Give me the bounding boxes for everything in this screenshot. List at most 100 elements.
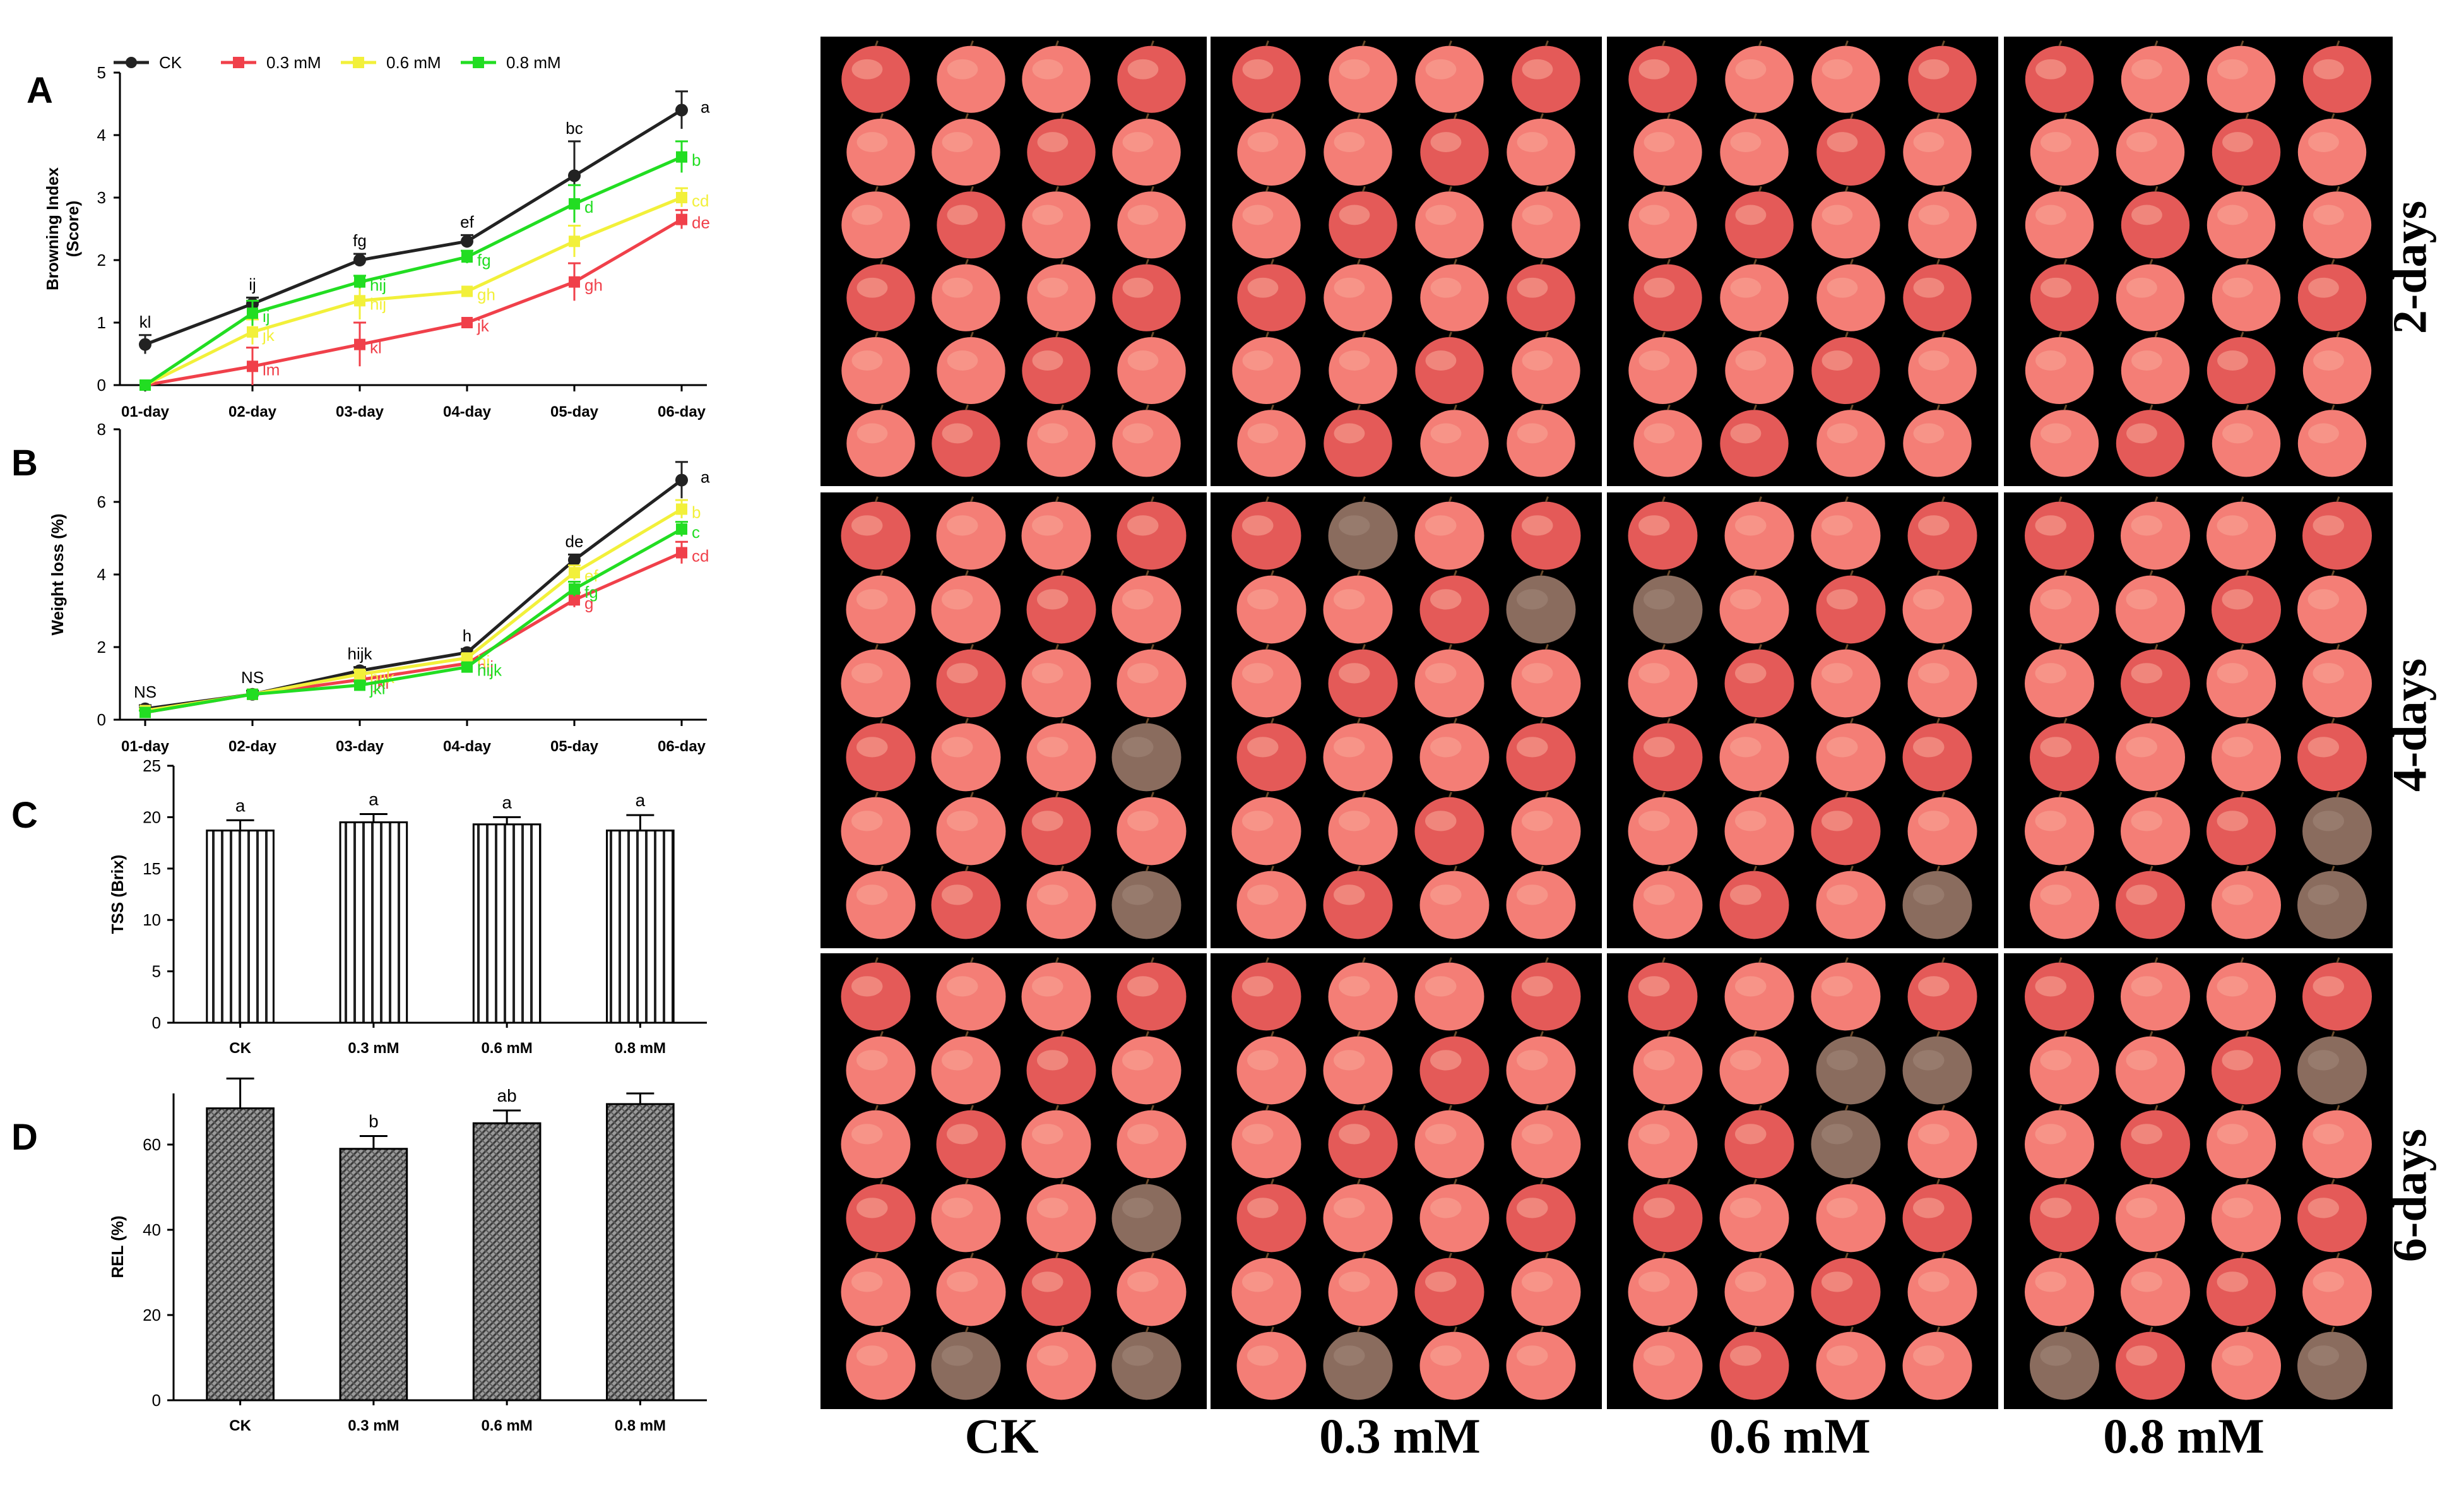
- bar: [472, 823, 542, 1024]
- lychee-stem: [970, 1253, 974, 1259]
- lychee-highlight: [1032, 976, 1063, 997]
- lychee-highlight: [1339, 350, 1370, 371]
- lychee-stem: [1758, 496, 1762, 503]
- lychee-highlight: [1334, 737, 1365, 758]
- lychee-highlight: [1827, 1345, 1858, 1366]
- lychee-stem: [2063, 1326, 2068, 1333]
- lychee-highlight: [2307, 589, 2339, 610]
- lychee-stem: [1362, 644, 1366, 650]
- lychee-fruit: [846, 575, 916, 644]
- lychee-stem: [880, 113, 884, 119]
- lychee-stem: [1362, 792, 1366, 798]
- lychee-highlight: [1127, 1271, 1159, 1292]
- lychee-highlight: [856, 1198, 888, 1218]
- lychee-highlight: [1339, 1124, 1370, 1145]
- lychee-highlight: [1334, 884, 1365, 905]
- lychee-highlight: [1821, 515, 1853, 536]
- lychee-stem: [1151, 644, 1154, 650]
- lychee-stem: [1545, 331, 1549, 338]
- lychee-stem: [1454, 259, 1457, 265]
- lychee-fruit: [2116, 410, 2185, 477]
- lychee-fruit: [841, 1258, 911, 1326]
- lychee-stem: [1454, 404, 1457, 410]
- significance-label: cd: [692, 547, 709, 566]
- lychee-highlight: [856, 423, 888, 444]
- lychee-stem: [2336, 644, 2340, 650]
- lychee-fruit: [1511, 1110, 1581, 1179]
- lychee-highlight: [942, 423, 973, 444]
- lychee-stem: [1362, 496, 1366, 503]
- lychee-highlight: [942, 277, 973, 298]
- x-tick-label: CK: [229, 1417, 251, 1434]
- data-point: [461, 652, 473, 664]
- lychee-highlight: [947, 59, 978, 80]
- lychee-highlight: [1522, 515, 1553, 536]
- lychee-stem: [965, 404, 969, 410]
- lychee-stem: [2058, 1253, 2063, 1259]
- lychee-highlight: [1522, 205, 1553, 225]
- lychee-highlight: [1242, 663, 1274, 684]
- lychee-stem: [880, 866, 884, 872]
- lychee-stem: [2058, 957, 2063, 963]
- lychee-highlight: [851, 1271, 883, 1292]
- lychee-highlight: [2313, 976, 2344, 997]
- lychee-highlight: [1821, 59, 1853, 80]
- lychee-highlight: [1918, 663, 1950, 684]
- lychee-stem: [1454, 718, 1457, 724]
- lychee-fruit: [2302, 501, 2372, 570]
- lychee-stem: [880, 570, 884, 576]
- lychee-highlight: [1242, 350, 1274, 371]
- lychee-stem: [1845, 1253, 1849, 1259]
- lychee-stem: [1270, 404, 1274, 410]
- lychee-highlight: [1247, 1345, 1279, 1366]
- lychee-highlight: [1334, 1198, 1365, 1218]
- lychee-stem: [2336, 792, 2340, 798]
- lychee-stem: [1448, 957, 1452, 963]
- lychee-fruit: [1506, 723, 1576, 792]
- lychee-fruit: [1506, 1331, 1576, 1400]
- lychee-highlight: [1242, 976, 1274, 997]
- lychee-highlight: [1918, 515, 1950, 536]
- lychee-highlight: [1127, 663, 1159, 684]
- lychee-fruit: [1237, 118, 1306, 186]
- lychee-fruit: [1026, 1184, 1096, 1253]
- lychee-fruit: [1420, 410, 1489, 477]
- lychee-fruit: [2116, 1331, 2185, 1400]
- lychee-highlight: [1247, 589, 1279, 610]
- y-tick-label: 60: [143, 1135, 161, 1154]
- lychee-photo: [1232, 40, 1580, 477]
- x-tick-label: 02-day: [228, 738, 277, 755]
- lychee-highlight: [1247, 1198, 1279, 1218]
- lychee-fruit: [1026, 575, 1096, 644]
- lychee-fruit: [1719, 1184, 1789, 1253]
- lychee-highlight: [1430, 589, 1462, 610]
- lychee-fruit: [1231, 962, 1301, 1031]
- lychee-highlight: [2131, 1271, 2162, 1292]
- lychee-highlight: [1644, 1198, 1675, 1218]
- lychee-fruit: [1511, 501, 1581, 570]
- lychee-stem: [1545, 792, 1549, 798]
- lychee-highlight: [1644, 884, 1675, 905]
- lychee-fruit: [1328, 797, 1398, 866]
- lychee-fruit: [1026, 1331, 1096, 1400]
- lychee-highlight: [1430, 884, 1462, 905]
- lychee-fruit: [1816, 410, 1885, 477]
- lychee-stem: [2154, 331, 2159, 338]
- lychee-highlight: [1644, 132, 1675, 152]
- lychee-highlight: [1918, 976, 1950, 997]
- y-axis-label: TSS (Brix): [108, 855, 127, 934]
- legend-label: 0.8 mM: [506, 53, 561, 72]
- lychee-highlight: [1522, 811, 1553, 831]
- lychee-highlight: [2040, 884, 2071, 905]
- lychee-fruit: [2212, 118, 2281, 186]
- lychee-highlight: [1918, 59, 1950, 80]
- x-tick-label: 04-day: [443, 403, 492, 420]
- lychee-stem: [2154, 186, 2159, 192]
- lychee-stem: [1151, 496, 1154, 503]
- lychee-highlight: [2222, 884, 2253, 905]
- lychee-stem: [1362, 186, 1366, 192]
- data-point: [569, 583, 580, 595]
- x-tick-label: 01-day: [121, 403, 170, 420]
- lychee-stem: [1448, 1253, 1452, 1259]
- lychee-highlight: [947, 811, 978, 831]
